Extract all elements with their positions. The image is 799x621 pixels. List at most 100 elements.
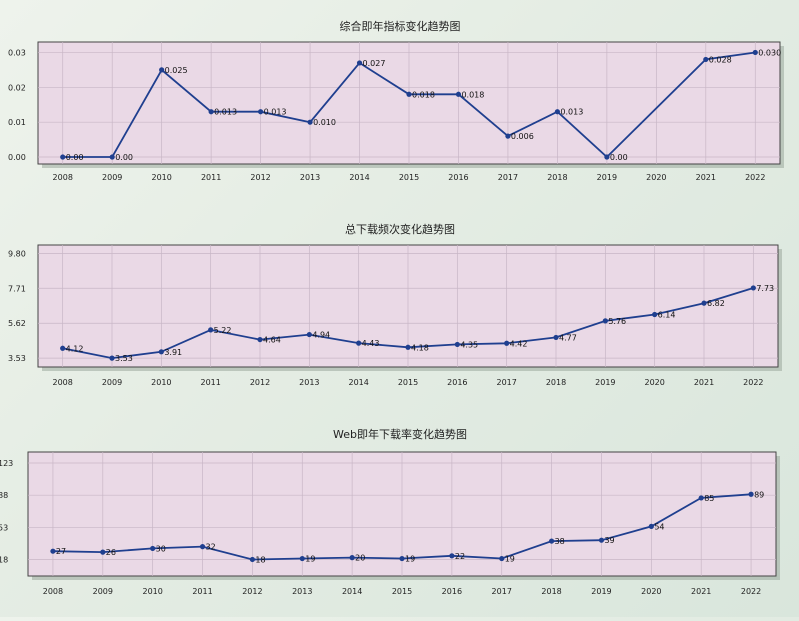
- x-tick-label: 2019: [591, 587, 611, 596]
- data-label: 0.025: [165, 66, 188, 75]
- x-tick-label: 2010: [151, 173, 171, 182]
- x-tick-label: 2015: [392, 587, 412, 596]
- data-point: [698, 495, 704, 501]
- x-tick-label: 2009: [102, 378, 122, 387]
- data-label: 3.91: [164, 348, 182, 357]
- data-point: [553, 334, 559, 341]
- x-tick-label: 2021: [696, 173, 716, 182]
- x-tick-label: 2014: [348, 378, 368, 387]
- data-label: 5.22: [214, 326, 232, 335]
- x-tick-label: 2013: [299, 378, 319, 387]
- data-label: 6.82: [707, 299, 725, 308]
- data-point: [602, 318, 608, 324]
- data-label: 22: [455, 552, 465, 561]
- x-tick-label: 2020: [646, 173, 666, 182]
- x-tick-label: 2019: [597, 173, 617, 182]
- chart-3: Web即年下载率变化趋势图 18 53 88 123 2008 2009 2010 2011 20…: [0, 427, 780, 596]
- x-tick-label: 2010: [151, 378, 171, 387]
- data-label: 0.013: [560, 108, 583, 117]
- data-point: [60, 345, 66, 351]
- x-tick-label: 2019: [595, 378, 615, 387]
- x-tick-label: 2021: [691, 587, 711, 596]
- data-point: [406, 91, 412, 97]
- data-point: [50, 548, 56, 554]
- x-tick-label: 2008: [53, 173, 73, 182]
- y-tick-label: 0.00: [8, 153, 26, 162]
- data-label: 20: [355, 554, 365, 563]
- data-label: 7.73: [756, 284, 774, 293]
- data-point: [109, 355, 115, 361]
- x-tick-label: 2020: [644, 378, 664, 387]
- x-tick-label: 2015: [399, 173, 419, 182]
- data-point: [554, 109, 561, 115]
- data-point: [598, 537, 605, 543]
- data-label: 0.018: [461, 90, 484, 99]
- x-tick-label: 2022: [743, 378, 763, 387]
- data-label: 0.00: [115, 153, 133, 162]
- x-tick-label: 2020: [641, 587, 661, 596]
- data-label: 0.028: [709, 55, 732, 64]
- data-point: [109, 154, 115, 160]
- data-label: 0.00: [610, 153, 628, 162]
- data-label: 4.64: [263, 336, 281, 345]
- data-label: 26: [106, 548, 116, 557]
- x-tick-label: 2016: [447, 378, 467, 387]
- x-tick-label: 2008: [43, 587, 63, 596]
- x-tick-label: 2009: [93, 587, 113, 596]
- data-label: 4.42: [510, 339, 528, 348]
- data-point: [701, 300, 707, 306]
- data-label: 0.013: [264, 108, 287, 117]
- data-point: [159, 67, 165, 73]
- chart-title: 综合即年指标变化趋势图: [340, 19, 461, 33]
- x-tick-label: 2016: [448, 173, 468, 182]
- data-label: 3.53: [115, 354, 133, 363]
- data-label: 38: [555, 537, 565, 546]
- x-tick-label: 2012: [250, 173, 270, 182]
- x-tick-label: 2018: [547, 173, 567, 182]
- chart-title: Web即年下载率变化趋势图: [333, 427, 467, 441]
- data-point: [60, 154, 66, 160]
- data-point: [307, 119, 313, 125]
- data-label: 0.030: [758, 48, 781, 57]
- data-label: 4.18: [411, 343, 429, 352]
- data-label: 4.77: [559, 333, 577, 342]
- y-tick-label: 0.01: [8, 118, 26, 127]
- data-point: [405, 344, 411, 350]
- data-point: [299, 555, 305, 562]
- x-tick-label: 2017: [492, 587, 512, 596]
- x-tick-label: 2022: [745, 173, 765, 182]
- x-tick-label: 2017: [496, 378, 516, 387]
- y-tick-label: 9.80: [8, 249, 26, 258]
- data-point: [499, 555, 505, 562]
- data-point: [504, 340, 510, 346]
- chart-2: 总下载频次变化趋势图 3.53 5.62 7.71 9.80 2008 2009 2010 20…: [8, 222, 782, 387]
- data-label: 0.027: [363, 59, 386, 68]
- data-point: [604, 154, 610, 160]
- data-point: [249, 556, 255, 563]
- data-point: [748, 491, 754, 497]
- chart-1: 综合即年指标变化趋势图 0.00 0.01 0.02 0.03 2008 2009 2010 2…: [8, 19, 784, 182]
- data-point: [258, 109, 264, 115]
- x-tick-label: 2013: [300, 173, 320, 182]
- x-tick-label: 2013: [292, 587, 312, 596]
- data-point: [150, 545, 156, 552]
- data-point: [750, 285, 756, 291]
- data-label: 5.76: [608, 317, 626, 326]
- data-label: 4.35: [460, 340, 478, 349]
- y-tick-label: 0.03: [8, 48, 26, 57]
- data-label: 27: [56, 547, 66, 556]
- data-point: [257, 336, 263, 343]
- data-label: 18: [255, 555, 265, 564]
- x-tick-label: 2009: [102, 173, 122, 182]
- data-label: 0.00: [66, 153, 84, 162]
- data-label: 4.43: [362, 339, 380, 348]
- data-point: [158, 349, 164, 355]
- y-tick-label: 123: [0, 459, 13, 468]
- data-point: [752, 49, 758, 56]
- x-tick-label: 2022: [741, 587, 761, 596]
- x-tick-label: 2011: [192, 587, 212, 596]
- y-tick-label: 5.62: [8, 319, 26, 328]
- y-tick-label: 3.53: [8, 354, 26, 363]
- data-label: 4.12: [66, 344, 84, 353]
